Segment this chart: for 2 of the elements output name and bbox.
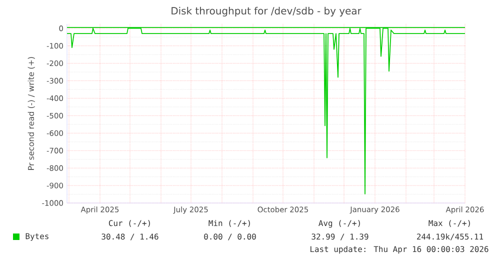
line-series (67, 28, 466, 194)
chart-title: Disk throughput for /dev/sdb - by year (172, 6, 362, 16)
